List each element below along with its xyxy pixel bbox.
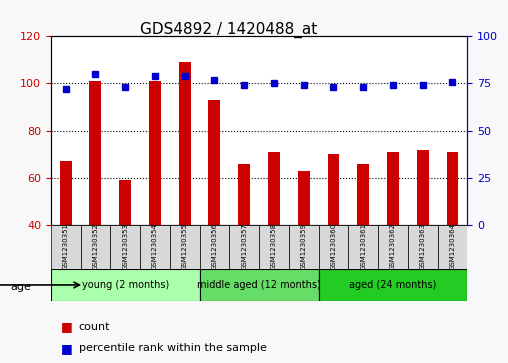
Bar	[447, 152, 458, 225]
Text: GSM1230357: GSM1230357	[241, 223, 247, 270]
Text: GSM1230353: GSM1230353	[122, 223, 128, 270]
FancyBboxPatch shape	[437, 225, 467, 269]
FancyBboxPatch shape	[348, 225, 378, 269]
Text: percentile rank within the sample: percentile rank within the sample	[79, 343, 267, 354]
Text: count: count	[79, 322, 110, 332]
Text: GSM1230361: GSM1230361	[360, 223, 366, 270]
FancyBboxPatch shape	[51, 225, 81, 269]
FancyBboxPatch shape	[378, 225, 408, 269]
FancyBboxPatch shape	[319, 269, 467, 301]
Bar	[357, 164, 369, 225]
Text: GSM1230360: GSM1230360	[331, 223, 336, 270]
Text: GSM1230364: GSM1230364	[450, 223, 456, 270]
Text: GSM1230356: GSM1230356	[211, 223, 217, 270]
FancyBboxPatch shape	[319, 225, 348, 269]
FancyBboxPatch shape	[408, 225, 437, 269]
FancyBboxPatch shape	[81, 225, 110, 269]
FancyBboxPatch shape	[51, 269, 200, 301]
Text: GSM1230359: GSM1230359	[301, 223, 307, 270]
Bar	[387, 152, 399, 225]
FancyBboxPatch shape	[170, 225, 200, 269]
FancyBboxPatch shape	[200, 269, 319, 301]
Text: GSM1230355: GSM1230355	[182, 223, 187, 270]
Text: ■: ■	[61, 320, 73, 333]
Bar	[208, 100, 220, 225]
Text: age: age	[10, 282, 31, 292]
Bar	[268, 152, 280, 225]
FancyBboxPatch shape	[110, 225, 140, 269]
Bar	[298, 171, 310, 225]
Bar	[238, 164, 250, 225]
FancyBboxPatch shape	[140, 225, 170, 269]
Bar	[328, 154, 339, 225]
FancyBboxPatch shape	[200, 225, 229, 269]
Text: GSM1230351: GSM1230351	[62, 223, 69, 270]
Bar	[179, 62, 190, 225]
FancyBboxPatch shape	[229, 225, 259, 269]
Text: aged (24 months): aged (24 months)	[350, 280, 437, 290]
Text: young (2 months): young (2 months)	[82, 280, 169, 290]
Text: GSM1230362: GSM1230362	[390, 223, 396, 270]
Text: GDS4892 / 1420488_at: GDS4892 / 1420488_at	[140, 22, 317, 38]
Bar	[60, 161, 72, 225]
Text: middle aged (12 months): middle aged (12 months)	[197, 280, 321, 290]
Bar	[149, 81, 161, 225]
Bar	[417, 150, 429, 225]
FancyBboxPatch shape	[259, 225, 289, 269]
Text: GSM1230354: GSM1230354	[152, 223, 158, 270]
Text: GSM1230352: GSM1230352	[92, 223, 99, 270]
Text: GSM1230358: GSM1230358	[271, 223, 277, 270]
FancyBboxPatch shape	[289, 225, 319, 269]
Bar	[119, 180, 131, 225]
Text: GSM1230363: GSM1230363	[420, 223, 426, 270]
Bar	[89, 81, 102, 225]
Text: ■: ■	[61, 342, 73, 355]
